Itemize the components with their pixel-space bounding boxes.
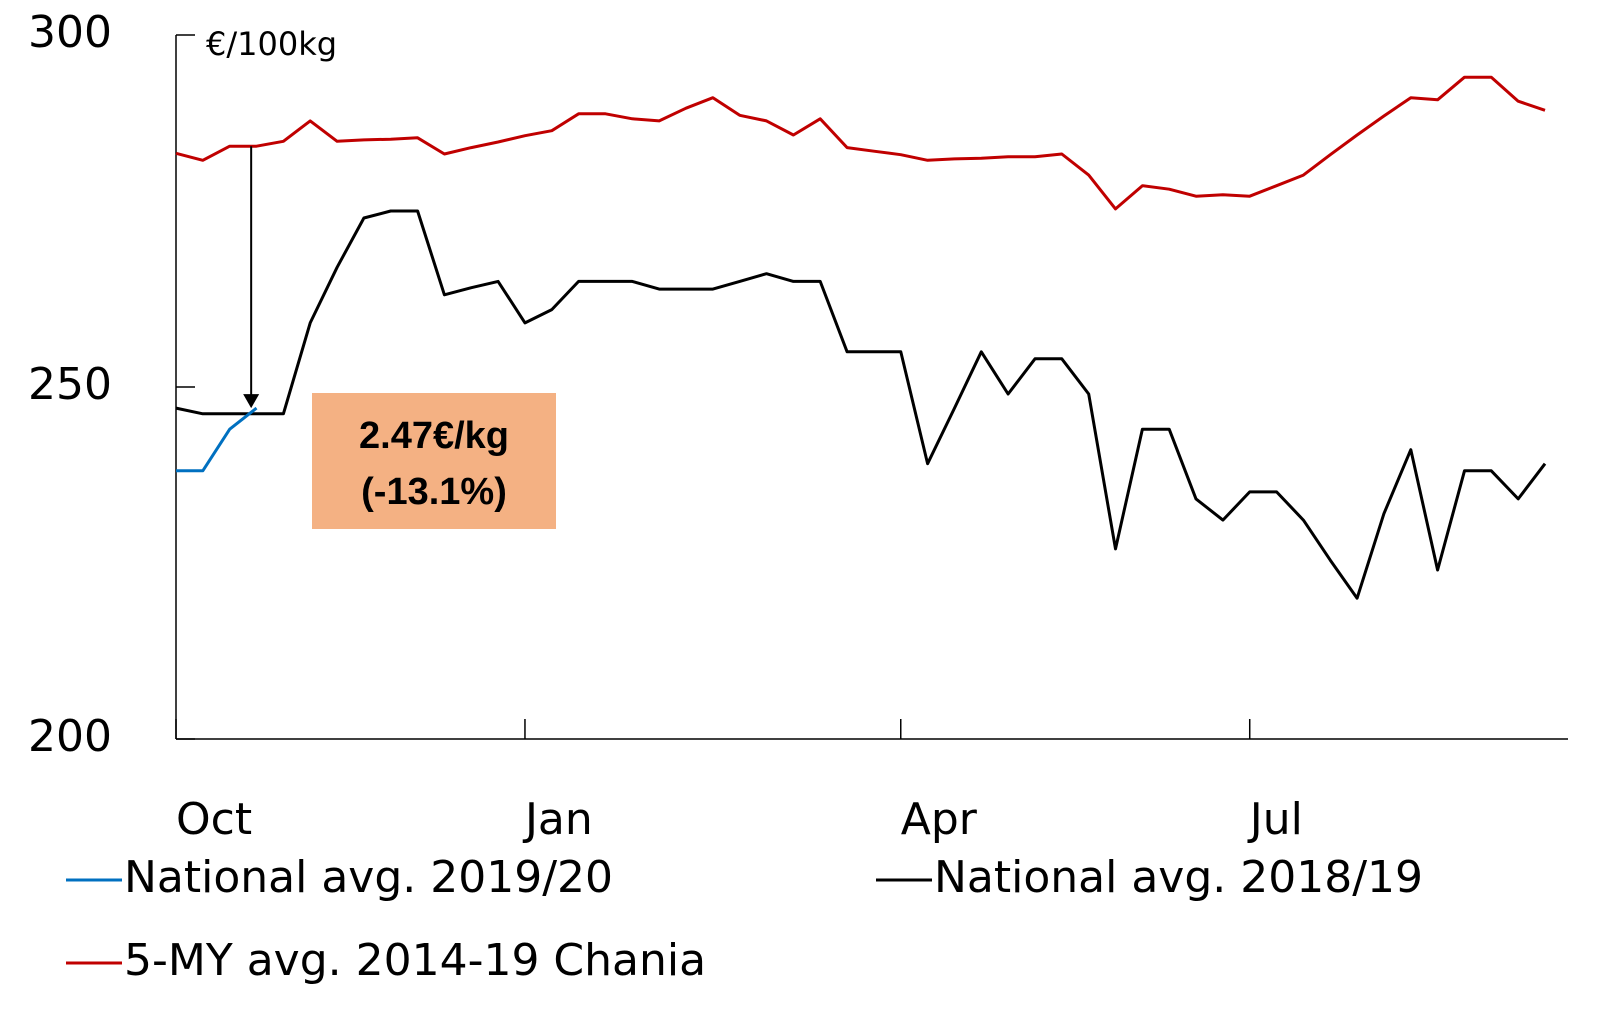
annotation-arrowhead <box>243 394 260 409</box>
x-tick-label: Oct <box>176 794 252 845</box>
legend-label: National avg. 2018/19 <box>934 852 1423 903</box>
annotation-text: 2.47€/kg <box>359 415 509 457</box>
series-line <box>175 209 1547 600</box>
series-line <box>175 75 1546 211</box>
annotation-box <box>312 393 556 529</box>
y-tick-label: 200 <box>28 711 112 762</box>
x-tick-label: Apr <box>901 794 978 845</box>
legend-label: 5-MY avg. 2014-19 Chania <box>124 935 706 986</box>
annotation-text: (-13.1%) <box>361 471 507 513</box>
unit-label: €/100kg <box>206 25 337 63</box>
y-tick-label: 300 <box>28 7 112 58</box>
series-line <box>176 406 258 473</box>
legend-label: National avg. 2019/20 <box>124 852 613 903</box>
y-tick-label: 250 <box>28 359 112 410</box>
x-tick-label: Jan <box>522 794 593 845</box>
x-tick-label: Jul <box>1247 794 1303 845</box>
